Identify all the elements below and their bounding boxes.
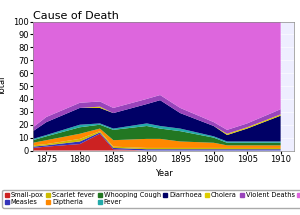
Y-axis label: Total: Total <box>0 76 8 96</box>
Legend: Small-pox, Measles, Scarlet fever, Diptheria, Whooping Cough, Fever, Diarrhoea, : Small-pox, Measles, Scarlet fever, Dipth… <box>2 190 300 208</box>
X-axis label: Year: Year <box>154 169 172 178</box>
Text: Cause of Death: Cause of Death <box>33 11 119 21</box>
